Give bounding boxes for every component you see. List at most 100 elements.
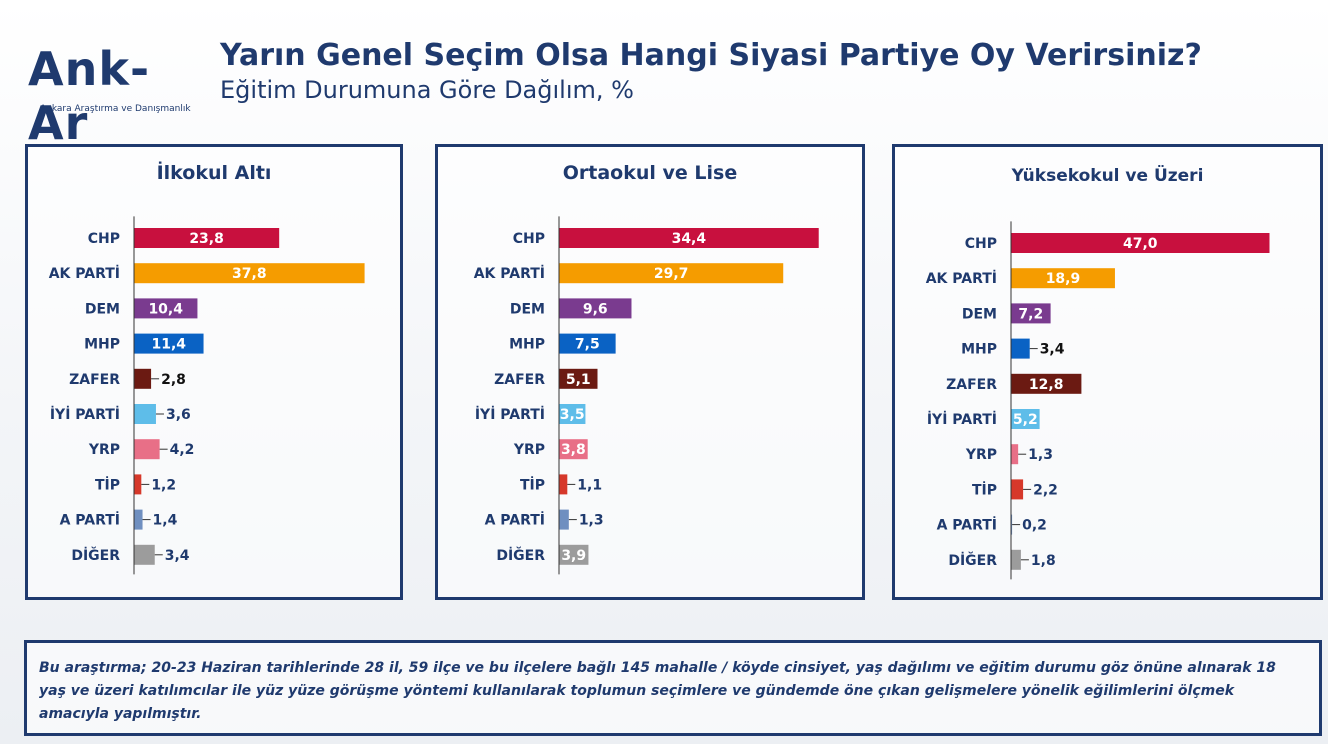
category-label-tip: TİP xyxy=(95,476,120,493)
category-label-dem: DEM xyxy=(510,301,545,317)
bar-zafer xyxy=(1011,373,1082,394)
category-label-mhp: MHP xyxy=(961,342,997,358)
chart-panel-ortaokul-ve-lise: Ortaokul ve Lise CHP 34,4 AK PARTİ 29,7 DEM 9,… xyxy=(435,144,865,600)
data-label-dem: 7,2 xyxy=(1018,306,1043,322)
bar-a-parti xyxy=(134,509,143,530)
category-label-di-er: DİĞER xyxy=(496,546,545,564)
category-label-ak-parti: AK PARTİ xyxy=(926,270,997,287)
category-label-mhp: MHP xyxy=(509,337,545,353)
data-label-di-er: 3,9 xyxy=(561,548,586,564)
bar-iyi-parti xyxy=(134,404,156,424)
category-label-mhp: MHP xyxy=(84,337,120,353)
methodology-note: Bu araştırma; 20-23 Haziran tarihlerinde… xyxy=(24,640,1322,736)
category-label-chp: CHP xyxy=(965,236,997,252)
data-label-zafer: 5,1 xyxy=(566,372,591,388)
data-label-iyi-parti: 5,2 xyxy=(1013,412,1038,428)
bar-chp xyxy=(1011,233,1270,253)
bar-iyi-parti xyxy=(559,404,586,424)
bar-mhp xyxy=(1011,338,1030,359)
category-label-a-parti: A PARTİ xyxy=(485,512,545,529)
chart-panel-yuksekokul-ve-uzeri: Yüksekokul ve Üzeri CHP 47,0 AK PARTİ 18,9 DE… xyxy=(892,144,1323,600)
category-label-zafer: ZAFER xyxy=(494,372,545,388)
category-label-dem: DEM xyxy=(85,301,120,317)
bar-di-er xyxy=(134,544,155,565)
data-label-mhp: 11,4 xyxy=(151,337,186,353)
data-label-zafer: 2,8 xyxy=(161,372,186,388)
data-label-iyi-parti: 3,6 xyxy=(166,407,191,423)
bar-chart-yuksekokul-ve-uzeri: Yüksekokul ve Üzeri CHP 47,0 AK PARTİ 18,9 DE… xyxy=(926,164,1270,580)
page-subtitle: Eğitim Durumuna Göre Dağılım, % xyxy=(220,76,634,104)
data-label-yrp: 1,3 xyxy=(1028,447,1053,463)
data-label-chp: 47,0 xyxy=(1123,236,1158,252)
bar-ak-parti xyxy=(1011,268,1115,289)
data-label-ak-parti: 18,9 xyxy=(1046,271,1081,287)
bar-chp xyxy=(559,228,819,248)
bar-yrp xyxy=(134,439,160,460)
page-title: Yarın Genel Seçim Olsa Hangi Siyasi Part… xyxy=(220,38,1202,73)
data-label-yrp: 3,8 xyxy=(561,442,586,458)
category-label-chp: CHP xyxy=(513,231,545,247)
logo-subtitle: Ankara Araştırma ve Danışmanlık xyxy=(40,104,191,114)
bar-tip xyxy=(1011,479,1024,500)
category-label-ak-parti: AK PARTİ xyxy=(49,265,120,282)
bar-dem xyxy=(1011,303,1051,324)
data-label-dem: 10,4 xyxy=(148,301,183,317)
logo: Ank-Ar Ankara Araştırma ve Danışmanlık xyxy=(28,40,208,150)
category-label-a-parti: A PARTİ xyxy=(60,512,120,529)
bar-ak-parti xyxy=(559,263,784,284)
chart-title: Yüksekokul ve Üzeri xyxy=(1011,164,1204,186)
chart-panel-ilkokul-alti: İlkokul Altı CHP 23,8 AK PARTİ 37,8 DEM 10,4 MH… xyxy=(25,144,403,600)
data-label-a-parti: 1,3 xyxy=(579,513,604,529)
bar-zafer xyxy=(559,368,598,389)
category-label-dem: DEM xyxy=(962,306,997,322)
category-label-iyi-parti: İYİ PARTİ xyxy=(927,411,997,428)
category-label-yrp: YRP xyxy=(965,447,997,463)
category-label-chp: CHP xyxy=(88,231,120,247)
bar-tip xyxy=(559,474,568,495)
category-label-zafer: ZAFER xyxy=(946,377,997,393)
data-label-yrp: 4,2 xyxy=(170,442,195,458)
bar-dem xyxy=(134,298,198,319)
bar-a-parti xyxy=(559,509,569,530)
category-label-a-parti: A PARTİ xyxy=(937,517,997,534)
chart-title: Ortaokul ve Lise xyxy=(563,162,737,184)
bar-di-er xyxy=(559,544,589,565)
data-label-mhp: 3,4 xyxy=(1040,342,1065,358)
category-label-tip: TİP xyxy=(972,481,997,498)
bar-dem xyxy=(559,298,632,319)
data-label-a-parti: 1,4 xyxy=(153,513,178,529)
category-label-ak-parti: AK PARTİ xyxy=(474,265,545,282)
data-label-zafer: 12,8 xyxy=(1029,377,1064,393)
data-label-mhp: 7,5 xyxy=(575,337,600,353)
chart-title: İlkokul Altı xyxy=(157,160,272,184)
data-label-ak-parti: 37,8 xyxy=(232,266,267,282)
data-label-ak-parti: 29,7 xyxy=(654,266,689,282)
data-label-di-er: 1,8 xyxy=(1031,553,1056,569)
bar-zafer xyxy=(134,368,152,389)
bar-iyi-parti xyxy=(1011,409,1040,429)
category-label-iyi-parti: İYİ PARTİ xyxy=(475,406,545,423)
data-label-di-er: 3,4 xyxy=(165,548,190,564)
data-label-iyi-parti: 3,5 xyxy=(560,407,585,423)
data-label-tip: 1,2 xyxy=(151,477,176,493)
category-label-yrp: YRP xyxy=(513,442,545,458)
data-label-tip: 1,1 xyxy=(577,477,602,493)
bar-yrp xyxy=(1011,444,1019,465)
bar-di-er xyxy=(1011,549,1021,570)
bar-chart-ilkokul-alti: İlkokul Altı CHP 23,8 AK PARTİ 37,8 DEM 10,4 MH… xyxy=(49,160,365,575)
bar-mhp xyxy=(559,333,616,354)
data-label-chp: 23,8 xyxy=(189,231,224,247)
data-label-a-parti: 0,2 xyxy=(1022,518,1047,534)
bar-yrp xyxy=(559,439,588,460)
category-label-di-er: DİĞER xyxy=(948,551,997,569)
category-label-zafer: ZAFER xyxy=(69,372,120,388)
category-label-tip: TİP xyxy=(520,476,545,493)
logo-text: Ank-Ar xyxy=(28,42,151,150)
data-label-dem: 9,6 xyxy=(583,301,608,317)
category-label-yrp: YRP xyxy=(88,442,120,458)
bar-chart-ortaokul-ve-lise: Ortaokul ve Lise CHP 34,4 AK PARTİ 29,7 DEM 9,… xyxy=(474,162,819,575)
bar-chp xyxy=(134,228,280,248)
bar-mhp xyxy=(134,333,204,354)
bar-ak-parti xyxy=(134,263,365,284)
category-label-iyi-parti: İYİ PARTİ xyxy=(50,406,120,423)
